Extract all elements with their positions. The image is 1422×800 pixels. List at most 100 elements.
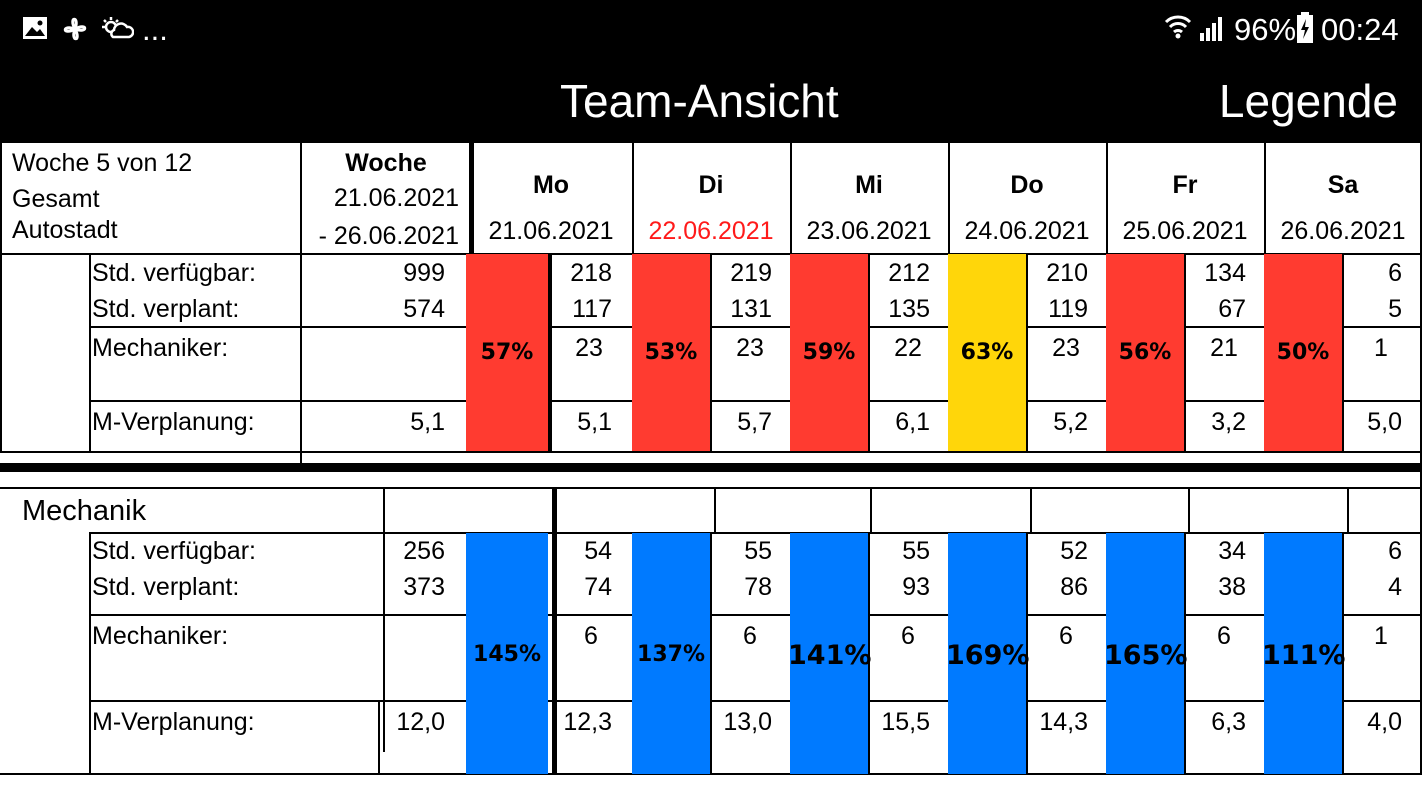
grid-line [1106,141,1108,253]
day-available: 134 [1204,259,1246,287]
utilization-cell [632,254,710,451]
utilization-percent: 165% [1104,640,1188,671]
week-m-planning: 12,0 [396,708,445,736]
label-mechanics: Mechaniker: [92,622,229,650]
grid-line [710,532,712,773]
wifi-icon [1164,15,1192,39]
utilization-cell [1106,254,1184,451]
day-planned: 67 [1218,295,1246,323]
day-available: 54 [584,537,612,565]
grid-line [548,253,552,451]
grid-line [868,532,870,773]
day-planned: 4 [1388,573,1402,601]
utilization-cell [948,533,1026,774]
grid-line [89,326,1422,328]
day-planned: 93 [902,573,930,601]
utilization-cell [1264,533,1342,774]
label-m-planning: M-Verplanung: [92,708,255,736]
utilization-cell [1264,254,1342,451]
day-mechanics: 6 [1059,622,1073,650]
day-m-planning: 13,0 [723,708,772,736]
day-available: 219 [730,259,772,287]
utilization-percent: 50% [1276,340,1330,365]
week-separator [469,141,474,253]
more-notifications: ... [142,12,168,47]
grid-line [714,487,716,532]
day-m-planning: 14,3 [1039,708,1088,736]
utilization-cell [790,254,868,451]
grid-line [1184,532,1186,773]
week-planned: 373 [403,573,445,601]
week-planned: 574 [403,295,445,323]
utilization-cell [466,533,548,774]
day-header: Mi [855,171,883,199]
grid-line [1342,532,1344,773]
grid-line [710,253,712,451]
day-available: 6 [1388,537,1402,565]
day-date: 25.06.2021 [1122,217,1248,245]
grid-line [0,141,2,453]
legend-button[interactable]: Legende [1218,75,1398,127]
day-header: Di [698,171,724,199]
grid-line [1264,141,1266,253]
grid-line [870,487,872,532]
app-header: Team-Ansicht Legende [0,60,1422,141]
day-planned: 131 [730,295,772,323]
day-planned: 86 [1060,573,1088,601]
day-available: 55 [744,537,772,565]
day-header: Mo [532,171,570,199]
utilization-percent: 137% [637,642,705,667]
day-header: Sa [1327,171,1359,199]
signal-icon [1200,17,1222,41]
day-m-planning: 5,1 [577,408,612,436]
utilization-cell [1106,533,1184,774]
utilization-percent: 111% [1262,640,1346,671]
day-mechanics: 6 [584,622,598,650]
day-date: 24.06.2021 [964,217,1090,245]
day-date: 23.06.2021 [806,217,932,245]
utilization-percent: 63% [960,340,1014,365]
grid-line [0,487,1422,489]
day-date: 21.06.2021 [488,217,614,245]
grid-line [0,141,1422,143]
status-bar: ... 96% 00:24 [0,0,1422,60]
grid-line [1420,141,1422,773]
battery-charging-icon [1297,12,1313,43]
page-title: Team-Ansicht [560,75,839,127]
label-planned: Std. verplant: [92,295,240,323]
day-m-planning: 15,5 [881,708,930,736]
grid-line [89,700,1422,702]
day-m-planning: 6,3 [1211,708,1246,736]
utilization-percent: 169% [946,640,1030,671]
day-planned: 5 [1388,295,1402,323]
grid-line [632,141,634,253]
week-to: - 26.06.2021 [318,222,459,250]
label-mechanics: Mechaniker: [92,334,229,362]
day-planned: 119 [1048,295,1088,323]
day-mechanics: 23 [575,334,603,362]
day-date: 22.06.2021 [648,217,774,245]
utilization-cell [790,533,868,774]
weather-icon [102,17,134,39]
day-available: 6 [1388,259,1402,287]
day-m-planning: 12,3 [563,708,612,736]
grid-line [0,773,1422,775]
grid-line [89,614,1422,616]
gallery-icon [23,17,47,39]
label-available: Std. verfügbar: [92,537,256,565]
grid-line [1347,487,1349,532]
scope-label: Gesamt [12,185,100,213]
grid-line [0,451,1422,453]
day-mechanics: 21 [1210,334,1238,362]
grid-line [790,141,792,253]
day-mechanics: 23 [1052,334,1080,362]
grid-line [1030,487,1032,532]
grid-line [89,253,91,451]
utilization-cell [948,254,1026,451]
utilization-cell [632,533,710,774]
day-mechanics: 1 [1374,622,1388,650]
grid-line [300,141,302,466]
grid-line [1188,487,1190,532]
day-planned: 78 [744,573,772,601]
week-available: 999 [403,259,445,287]
